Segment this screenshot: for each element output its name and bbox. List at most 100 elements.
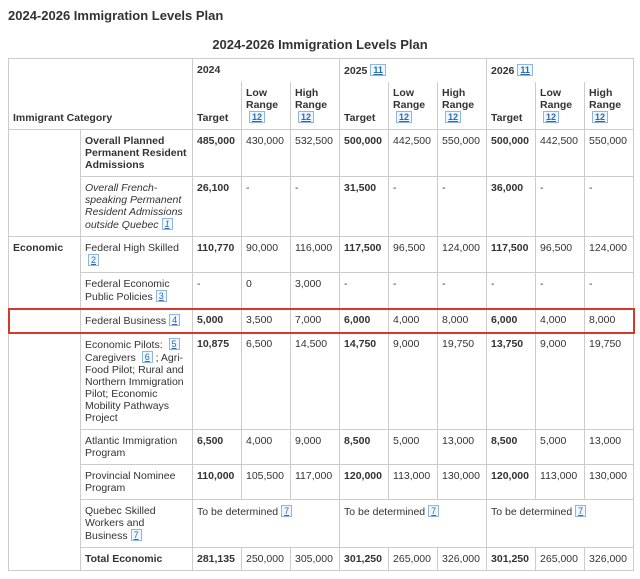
data-cell: 8,000: [438, 309, 487, 333]
data-cell: -: [585, 177, 634, 237]
data-cell: 3,000: [291, 273, 340, 309]
data-cell: 36,000: [487, 177, 536, 237]
data-cell: 301,250: [340, 548, 389, 571]
footnote-ref[interactable]: 12: [592, 111, 608, 123]
data-cell: 90,000: [242, 237, 291, 273]
data-cell: 13,000: [438, 430, 487, 465]
data-cell: 550,000: [438, 130, 487, 177]
row-label: Atlantic Immigration Program: [81, 430, 193, 465]
row-label: Provincial Nominee Program: [81, 465, 193, 500]
data-cell: 116,000: [291, 237, 340, 273]
footnote-ref[interactable]: 12: [396, 111, 412, 123]
header-sub: Target: [193, 82, 242, 130]
category-cell: [9, 130, 81, 237]
data-cell: 117,000: [291, 465, 340, 500]
data-cell: 500,000: [487, 130, 536, 177]
footnote-ref[interactable]: 2: [88, 254, 99, 266]
data-cell: To be determined7: [487, 500, 634, 548]
footnote-ref[interactable]: 7: [575, 505, 586, 517]
data-cell: 96,500: [536, 237, 585, 273]
footnote-ref[interactable]: 7: [281, 505, 292, 517]
table-row: Quebec Skilled Workers and Business7To b…: [9, 500, 634, 548]
data-cell: 120,000: [340, 465, 389, 500]
data-cell: 4,000: [242, 430, 291, 465]
footnote-ref[interactable]: 11: [517, 64, 533, 76]
data-cell: -: [536, 177, 585, 237]
data-cell: 250,000: [242, 548, 291, 571]
data-cell: 113,000: [389, 465, 438, 500]
row-label: Federal Business4: [81, 309, 193, 333]
footnote-ref[interactable]: 1: [162, 218, 173, 230]
data-cell: 120,000: [487, 465, 536, 500]
data-cell: -: [340, 273, 389, 309]
footnote-ref[interactable]: 4: [169, 314, 180, 326]
data-cell: 110,000: [193, 465, 242, 500]
data-cell: -: [487, 273, 536, 309]
data-cell: 4,000: [389, 309, 438, 333]
data-cell: 265,000: [536, 548, 585, 571]
table-caption: 2024-2026 Immigration Levels Plan: [8, 37, 632, 52]
header-sub: Low Range12: [242, 82, 291, 130]
row-label: Total Economic: [81, 548, 193, 571]
footnote-ref[interactable]: 12: [249, 111, 265, 123]
data-cell: 4,000: [536, 309, 585, 333]
data-cell: 130,000: [585, 465, 634, 500]
data-cell: 485,000: [193, 130, 242, 177]
data-cell: -: [291, 177, 340, 237]
footnote-ref[interactable]: 5: [169, 338, 180, 350]
data-cell: 14,750: [340, 333, 389, 430]
header-category: Immigrant Category: [9, 59, 193, 130]
footnote-ref[interactable]: 12: [445, 111, 461, 123]
data-cell: 13,000: [585, 430, 634, 465]
levels-table: Immigrant Category 2024202511202611 Targ…: [8, 58, 634, 571]
footnote-ref[interactable]: 12: [298, 111, 314, 123]
row-label: Economic Pilots: 5 Caregivers 6 ; Agri-F…: [81, 333, 193, 430]
page-title: 2024-2026 Immigration Levels Plan: [8, 8, 632, 23]
data-cell: 7,000: [291, 309, 340, 333]
footnote-ref[interactable]: 11: [370, 64, 386, 76]
header-sub: High Range12: [291, 82, 340, 130]
footnote-ref[interactable]: 6: [142, 351, 153, 363]
data-cell: 19,750: [585, 333, 634, 430]
data-cell: 326,000: [438, 548, 487, 571]
data-cell: 301,250: [487, 548, 536, 571]
data-cell: 31,500: [340, 177, 389, 237]
header-sub: Target: [340, 82, 389, 130]
table-row: Provincial Nominee Program110,000105,500…: [9, 465, 634, 500]
data-cell: 96,500: [389, 237, 438, 273]
category-cell: Economic: [9, 237, 81, 571]
data-cell: To be determined7: [193, 500, 340, 548]
footnote-ref[interactable]: 7: [428, 505, 439, 517]
data-cell: 26,100: [193, 177, 242, 237]
footnote-ref[interactable]: 7: [131, 529, 142, 541]
header-sub: High Range12: [438, 82, 487, 130]
data-cell: 9,000: [536, 333, 585, 430]
data-cell: 14,500: [291, 333, 340, 430]
data-cell: -: [438, 177, 487, 237]
table-row: Economic Pilots: 5 Caregivers 6 ; Agri-F…: [9, 333, 634, 430]
data-cell: 326,000: [585, 548, 634, 571]
footnote-ref[interactable]: 12: [543, 111, 559, 123]
data-cell: -: [389, 177, 438, 237]
data-cell: 8,000: [585, 309, 634, 333]
data-cell: 442,500: [536, 130, 585, 177]
data-cell: 0: [242, 273, 291, 309]
data-cell: 117,500: [487, 237, 536, 273]
header-sub: Low Range12: [389, 82, 438, 130]
data-cell: 442,500: [389, 130, 438, 177]
row-label: Overall French-speaking Permanent Reside…: [81, 177, 193, 237]
data-cell: 6,500: [193, 430, 242, 465]
row-label: Quebec Skilled Workers and Business7: [81, 500, 193, 548]
data-cell: -: [389, 273, 438, 309]
data-cell: 281,135: [193, 548, 242, 571]
data-cell: 113,000: [536, 465, 585, 500]
data-cell: 6,000: [487, 309, 536, 333]
data-cell: 550,000: [585, 130, 634, 177]
data-cell: 10,875: [193, 333, 242, 430]
data-cell: 5,000: [389, 430, 438, 465]
table-row: Overall Planned Permanent Resident Admis…: [9, 130, 634, 177]
footnote-ref[interactable]: 3: [156, 290, 167, 302]
row-label: Overall Planned Permanent Resident Admis…: [81, 130, 193, 177]
data-cell: 124,000: [585, 237, 634, 273]
table-body: Overall Planned Permanent Resident Admis…: [9, 130, 634, 571]
